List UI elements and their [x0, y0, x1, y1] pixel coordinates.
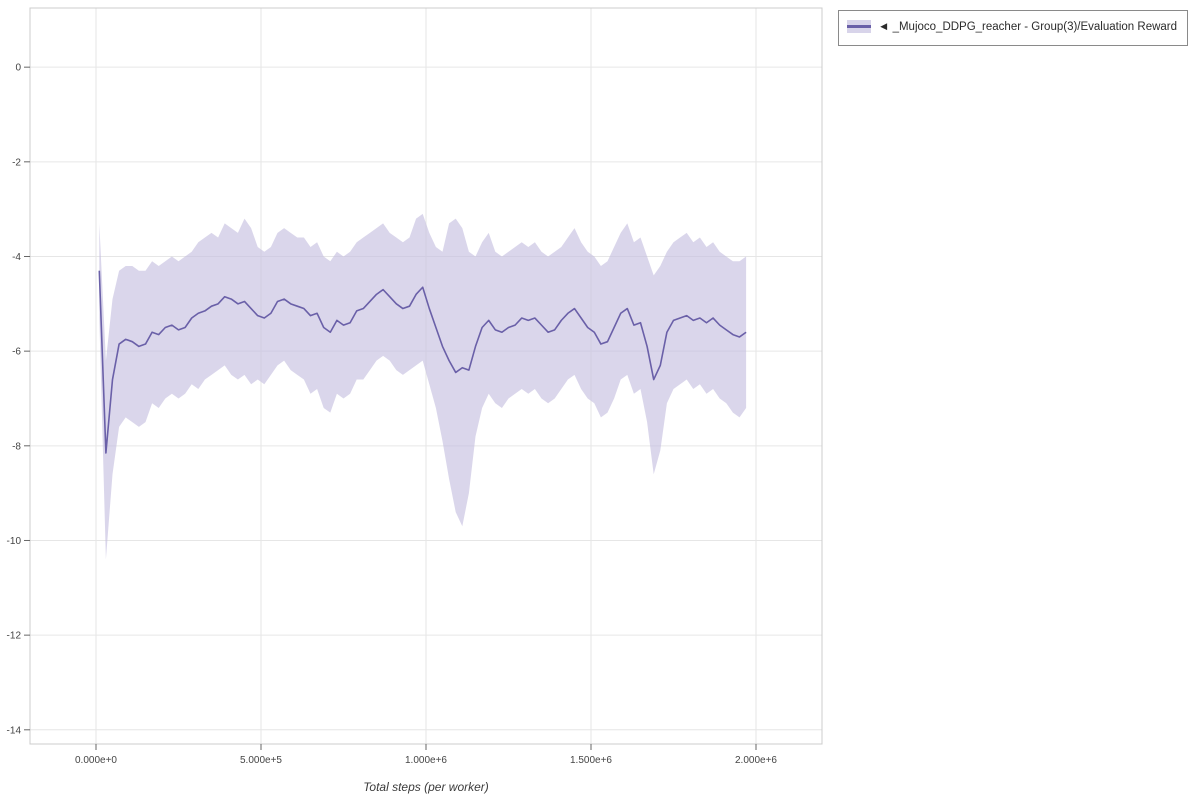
legend-item[interactable]: ◄ _Mujoco_DDPG_reacher - Group(3)/Evalua…: [847, 18, 1179, 38]
y-tick-label: 0: [15, 63, 21, 74]
y-tick-label: -10: [7, 536, 22, 547]
x-axis-label: Total steps (per worker): [363, 780, 489, 794]
mean-line: [98, 270, 747, 454]
gridlines: [30, 8, 822, 744]
legend: ◄ _Mujoco_DDPG_reacher - Group(3)/Evalua…: [838, 10, 1188, 46]
x-tick-label: 0.000e+0: [75, 755, 117, 766]
y-tick-label: -12: [7, 631, 22, 642]
y-tick-label: -8: [12, 441, 21, 452]
series-swatch-icon: [847, 20, 871, 33]
reward-line-chart[interactable]: 0.000e+0 5.000e+5 1.000e+6 1.500e+6 2.000e+6…: [0, 0, 830, 800]
legend-label: ◄ _Mujoco_DDPG_reacher - Group(3)/Evalua…: [878, 21, 1178, 33]
axis-ticks: 0.000e+0 5.000e+5 1.000e+6 1.500e+6 2.000e+6…: [7, 63, 778, 766]
y-tick-label: -2: [12, 157, 21, 168]
confidence-band: [99, 213, 747, 560]
y-tick-label: -14: [7, 725, 22, 736]
line-swatch-icon: [847, 25, 871, 28]
x-tick-label: 2.000e+6: [735, 755, 777, 766]
y-tick-label: -6: [12, 347, 21, 358]
x-tick-label: 1.500e+6: [570, 755, 612, 766]
y-tick-label: -4: [12, 252, 21, 263]
x-tick-label: 5.000e+5: [240, 755, 282, 766]
x-tick-label: 1.000e+6: [405, 755, 447, 766]
